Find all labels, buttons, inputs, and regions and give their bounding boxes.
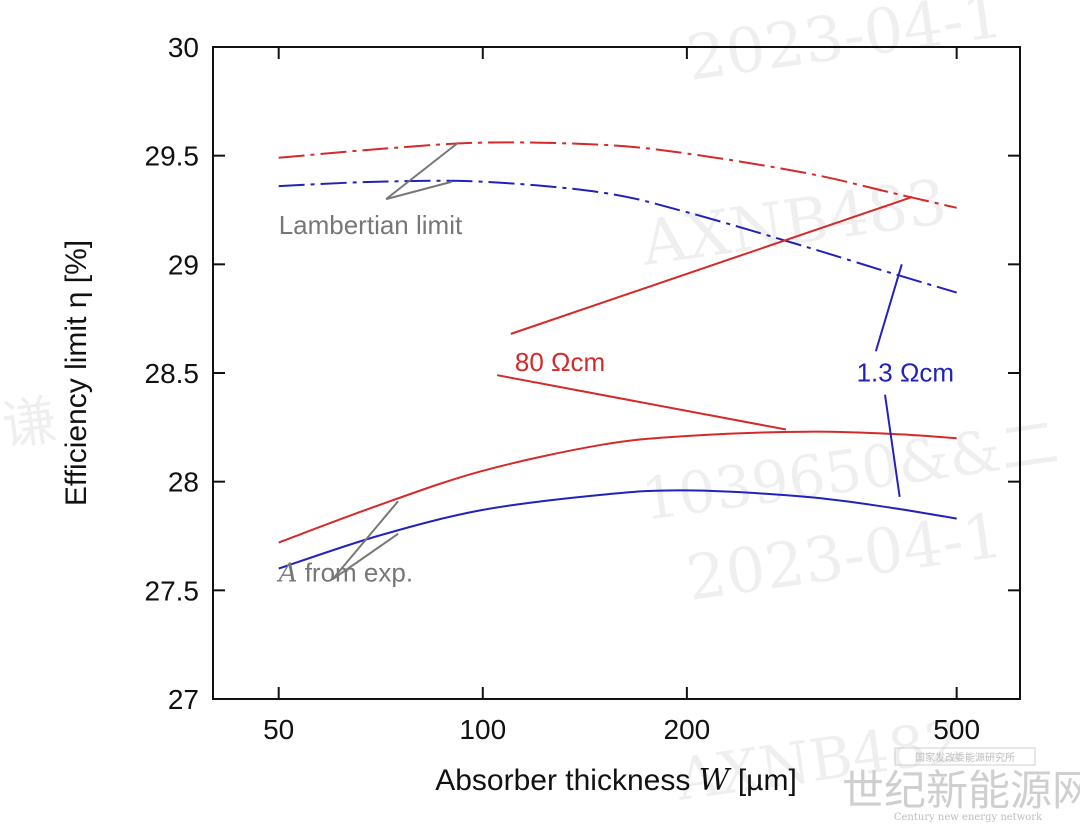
logo-en-text: Century new energy network: [894, 812, 1043, 823]
annotation-leader-red-80-0: [510, 196, 913, 335]
annotation-leader-exp-0: [331, 500, 399, 581]
axis-layer: 27 27.5 28 28.5 29 29.5 30 50 100 200 500: [145, 32, 1020, 745]
annotation-leader-blue-13-0: [874, 264, 903, 352]
series-layer: [278, 141, 957, 570]
watermark-layer: 2023-04-1AXNB4831039650&&二2023-04-1AXNB4…: [0, 0, 1062, 814]
annotation-leader-red-80-1: [496, 374, 787, 431]
x-axis-title-suffix: [µm]: [730, 764, 797, 797]
series-line-red-exp: [278, 430, 957, 544]
y-tick-label-2: 28: [168, 467, 199, 498]
annotation-leader-lambertian-1: [385, 180, 453, 201]
x-tick-label-1: 100: [459, 714, 506, 745]
annotation-leader-lambertian-0: [385, 141, 459, 200]
annotation-layer: Lambertian limit A from exp. 80 Ωcm 1.3 Ωcm: [277, 141, 954, 589]
series-line-red-lambertian: [278, 141, 957, 209]
series-line-blue-exp: [278, 489, 957, 570]
y-tick-label-5: 29.5: [145, 141, 200, 172]
x-axis-title: Absorber thickness W [µm]: [435, 763, 797, 798]
annotation-rest-exp: from exp.: [297, 558, 413, 588]
annotation-label-blue-13: 1.3 Ωcm: [857, 358, 954, 388]
watermark-text-5: 谦: [0, 388, 60, 458]
y-tick-label-4: 29: [168, 249, 199, 280]
annotation-label-red-80: 80 Ωcm: [515, 347, 605, 377]
y-tick-label-6: 30: [168, 32, 199, 63]
annotation-label-exp: A from exp.: [277, 558, 413, 589]
logo-top-text: 国家发改委能源研究所: [915, 751, 1015, 764]
x-axis-title-var: W: [699, 763, 732, 798]
y-tick-label-3: 28.5: [145, 358, 200, 389]
y-tick-label-1: 27.5: [145, 575, 200, 606]
annotation-italic-exp: A: [277, 559, 298, 589]
x-tick-label-2: 200: [664, 714, 711, 745]
series-line-blue-lambertian: [278, 179, 957, 294]
annotation-leader-blue-13-1: [884, 394, 901, 498]
x-axis-title-prefix: Absorber thickness: [435, 764, 698, 797]
logo: 国家发改委能源研究所 世纪新能源网 Century new energy net…: [842, 747, 1080, 823]
logo-top-box: [894, 747, 1036, 766]
logo-cn-text: 世纪新能源网: [842, 766, 1080, 815]
x-tick-label-0: 50: [263, 714, 294, 745]
y-axis-title: Efficiency limit η [%]: [60, 240, 93, 506]
annotation-label-lambertian: Lambertian limit: [279, 210, 463, 240]
x-tick-label-3: 500: [933, 714, 980, 745]
annotation-leader-exp-1: [331, 533, 399, 581]
watermark-text-1: AXNB483: [636, 165, 951, 280]
y-tick-label-0: 27: [168, 684, 199, 715]
